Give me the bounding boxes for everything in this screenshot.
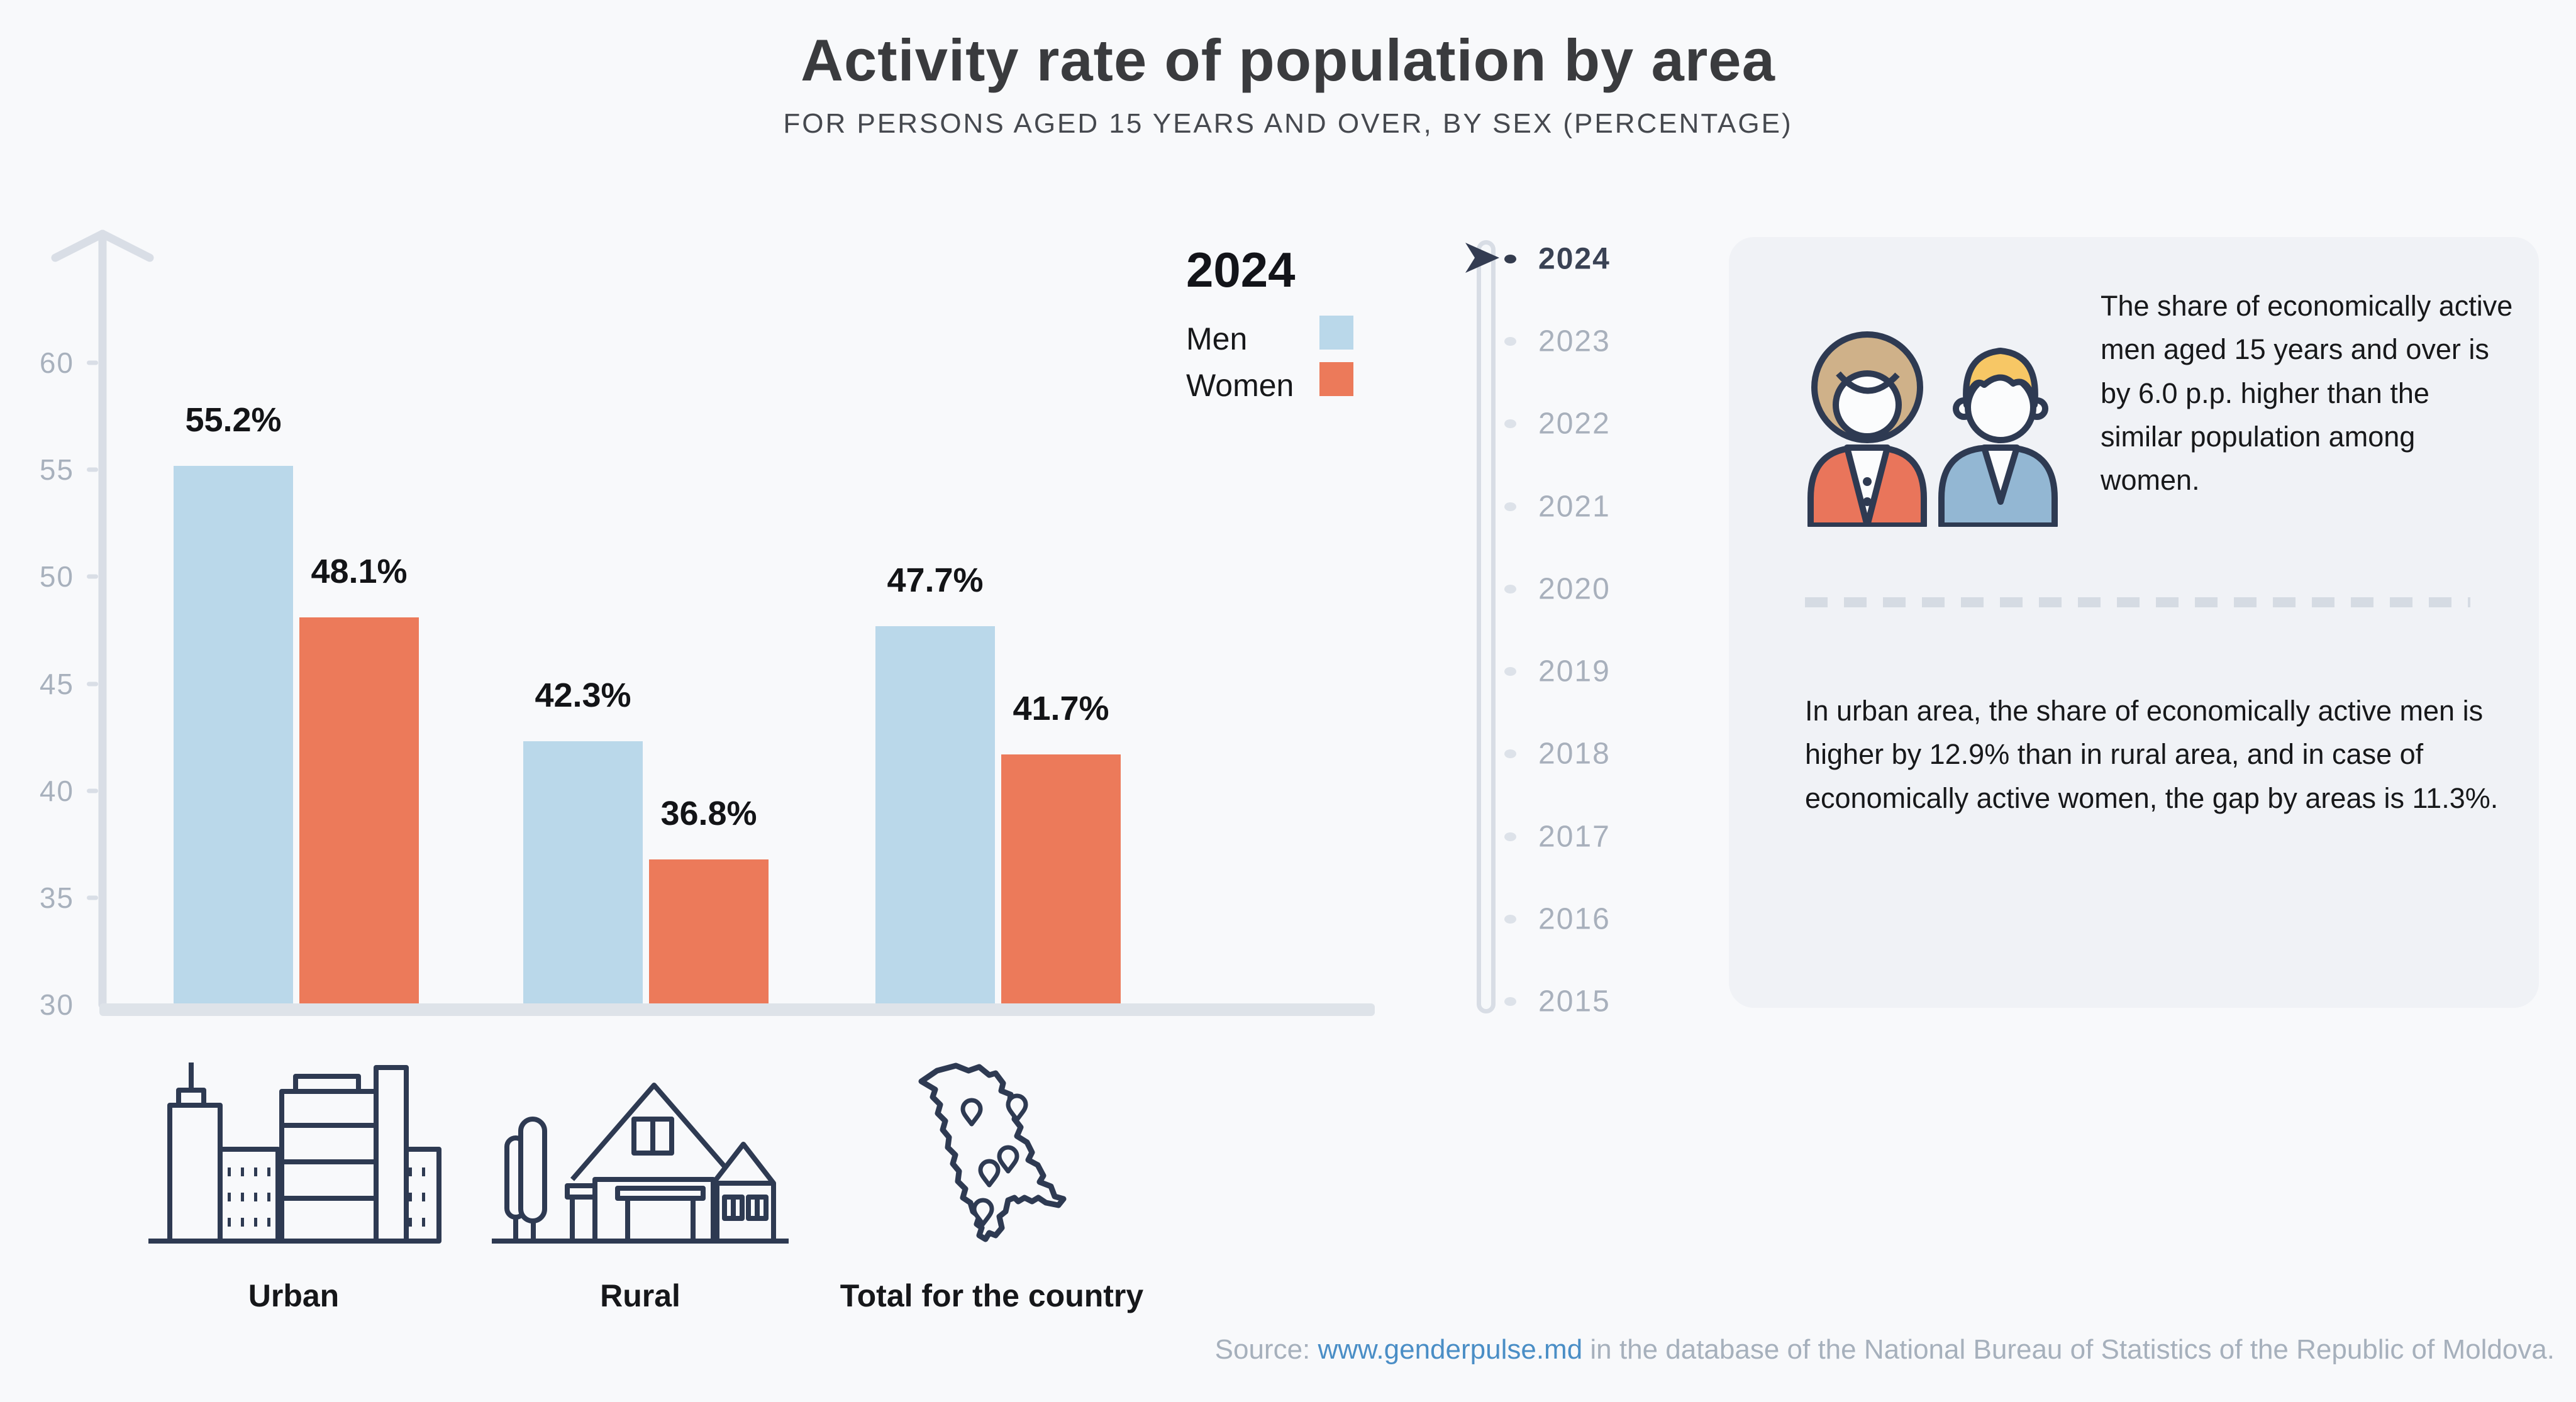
timeline-dot-2022 <box>1504 419 1516 429</box>
legend-swatch-women <box>1319 362 1353 396</box>
timeline-year-2015[interactable]: 2015 <box>1538 985 1611 1018</box>
source-suffix: in the database of the National Bureau o… <box>1582 1334 2555 1365</box>
category-label-urban: Urban <box>248 1278 340 1313</box>
city-skyline-icon <box>148 1063 441 1244</box>
timeline-year-2016[interactable]: 2016 <box>1538 902 1611 936</box>
y-axis-tick-label: 35 <box>39 881 74 914</box>
bar-women-urban <box>299 617 419 1005</box>
timeline-track[interactable] <box>1477 240 1496 1013</box>
moldova-map-icon <box>918 1063 1067 1242</box>
bar-men-urban <box>174 466 293 1005</box>
bar-value-label: 48.1% <box>311 553 408 590</box>
category-label-rural: Rural <box>600 1278 680 1313</box>
legend-label-men: Men <box>1186 321 1248 356</box>
dashed-divider <box>1805 597 2470 607</box>
insight-text-area-gap: In urban area, the share of economically… <box>1805 695 2499 814</box>
timeline-dot-2024 <box>1504 255 1516 263</box>
source-line: Source: www.genderpulse.md in the databa… <box>1215 1334 2555 1366</box>
bar-women-rural <box>649 859 769 1005</box>
bar-men-rural <box>523 741 643 1005</box>
y-axis-tick-mark <box>87 895 98 900</box>
legend-year: 2024 <box>1186 242 1296 297</box>
village-house-icon <box>492 1083 789 1244</box>
bar-women-total-for-the-country <box>1001 754 1121 1005</box>
y-axis-tick-mark <box>87 682 98 687</box>
category-label-total: Total for the country <box>840 1278 1144 1313</box>
timeline-year-2024[interactable]: 2024 <box>1538 242 1611 276</box>
bar-value-label: 36.8% <box>660 795 757 832</box>
timeline-dot-2016 <box>1504 914 1516 924</box>
y-axis-tick-mark <box>87 788 98 793</box>
timeline-year-2018[interactable]: 2018 <box>1538 737 1611 771</box>
y-axis-tick-label: 55 <box>39 453 74 487</box>
timeline-year-2022[interactable]: 2022 <box>1538 407 1611 441</box>
timeline-dot-2021 <box>1504 502 1516 511</box>
y-axis-tick-mark <box>87 360 98 365</box>
bar-value-label: 41.7% <box>1013 690 1109 727</box>
timeline-dot-2018 <box>1504 749 1516 759</box>
y-axis-tick-mark <box>87 574 98 579</box>
timeline-year-2021[interactable]: 2021 <box>1538 490 1611 524</box>
y-axis-tick-label: 40 <box>39 774 74 807</box>
woman-and-man-icon <box>1807 331 2058 527</box>
page-title: Activity rate of population by area <box>801 27 1775 93</box>
y-axis-tick-label: 30 <box>39 988 74 1021</box>
timeline-year-2019[interactable]: 2019 <box>1538 654 1611 688</box>
bar-value-label: 55.2% <box>185 401 282 439</box>
bar-value-label: 42.3% <box>535 676 631 714</box>
legend-label-women: Women <box>1186 368 1294 403</box>
y-axis-tick-label: 60 <box>39 346 74 380</box>
timeline-dot-2023 <box>1504 337 1516 346</box>
timeline-year-2017[interactable]: 2017 <box>1538 820 1611 854</box>
timeline-dot-2015 <box>1504 996 1516 1006</box>
timeline-year-2020[interactable]: 2020 <box>1538 572 1611 606</box>
source-prefix: Source: <box>1214 1334 1318 1365</box>
timeline-dot-2019 <box>1504 667 1516 676</box>
timeline-dot-2017 <box>1504 832 1516 841</box>
y-axis-arrow-icon <box>51 229 154 1009</box>
bar-value-label: 47.7% <box>887 561 984 599</box>
page-subtitle: FOR PERSONS AGED 15 YEARS AND OVER, BY S… <box>783 108 1793 139</box>
legend-swatch-men <box>1319 316 1353 350</box>
y-axis-tick-label: 45 <box>39 667 74 700</box>
y-axis-tick-label: 50 <box>39 560 74 593</box>
x-axis-baseline <box>99 1003 1375 1016</box>
timeline-year-2023[interactable]: 2023 <box>1538 324 1611 358</box>
source-link[interactable]: www.genderpulse.md <box>1318 1334 1583 1365</box>
timeline-dot-2020 <box>1504 584 1516 593</box>
insight-text-gender-gap: The share of economically active men age… <box>2101 290 2513 497</box>
y-axis-tick-mark <box>87 467 98 472</box>
arrow-cursor-icon[interactable] <box>1464 241 1501 274</box>
bar-men-total-for-the-country <box>875 626 995 1005</box>
